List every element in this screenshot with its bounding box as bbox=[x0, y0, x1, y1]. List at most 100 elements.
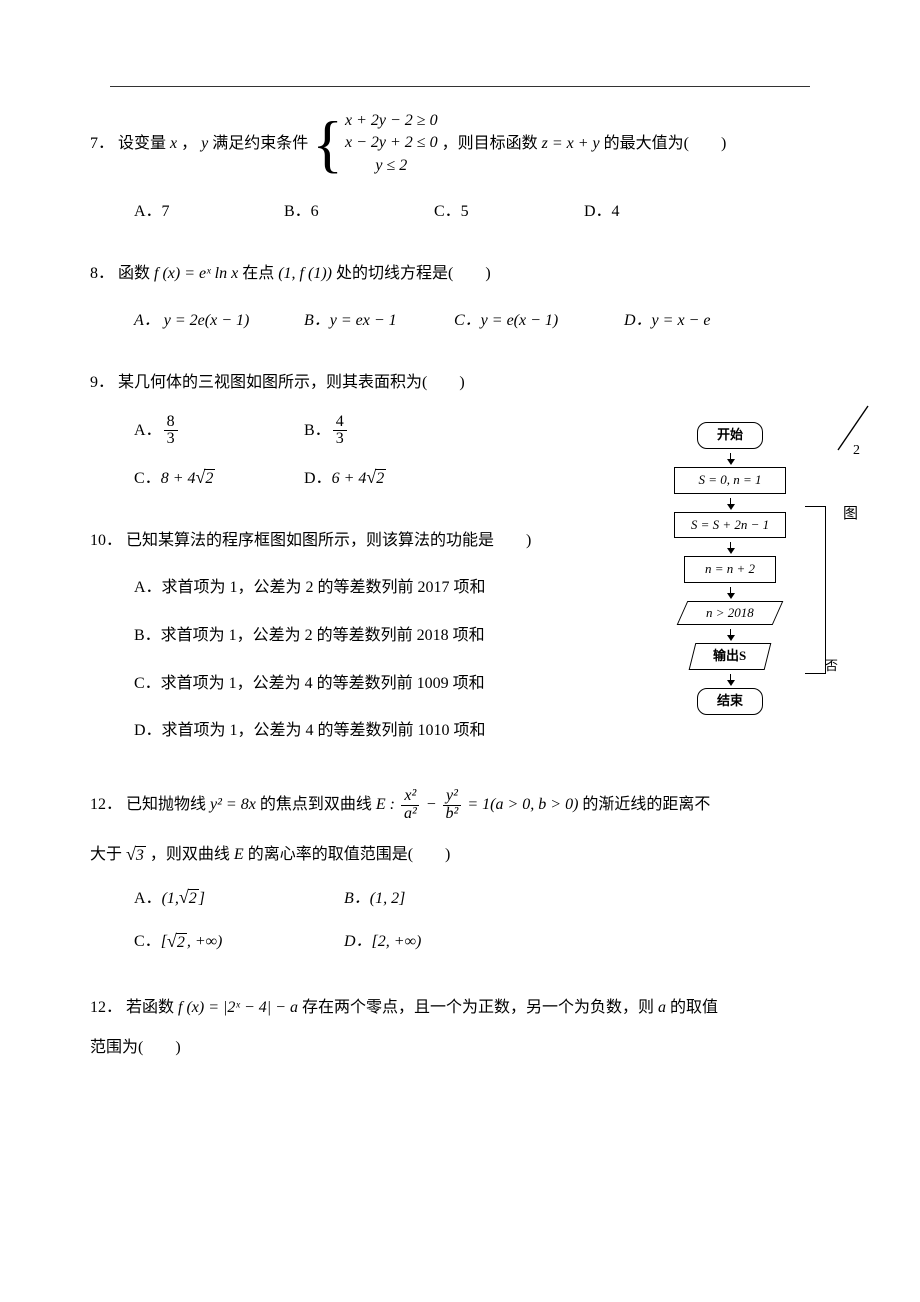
q7-text-post: ，则目标函数 bbox=[442, 131, 538, 157]
q7-sys-line3: y ≤ 2 bbox=[345, 155, 438, 177]
q9-a-num: 8 bbox=[164, 414, 178, 432]
q12-a: a bbox=[658, 995, 666, 1021]
q11-f2d: b² bbox=[443, 806, 462, 823]
q9-b-den: 3 bbox=[333, 431, 347, 448]
flow-arrow bbox=[730, 587, 731, 597]
flow-end: 结束 bbox=[697, 688, 763, 715]
q9-number: 9． bbox=[90, 370, 114, 396]
q8-text-pre: 函数 bbox=[118, 261, 150, 287]
q7-text-mid1: ， bbox=[181, 131, 197, 157]
q7-var-y: y bbox=[201, 131, 208, 157]
flowchart: 开始 S = 0, n = 1 S = S + 2n − 1 n = n + 2… bbox=[640, 416, 820, 721]
q11-f1d: a² bbox=[401, 806, 420, 823]
q12-number: 12． bbox=[90, 995, 122, 1021]
q11-a-pre: (1, bbox=[162, 886, 179, 912]
question-11: 12． 已知抛物线 y² = 8x 的焦点到双曲线 E : x²a² − y²b… bbox=[90, 788, 830, 955]
q7-opt-b: B．6 bbox=[284, 199, 434, 225]
q11-pre: 已知抛物线 bbox=[126, 792, 206, 818]
q9-text: 某几何体的三视图如图所示，则其表面积为( ) bbox=[118, 370, 465, 396]
flow-out-text: 输出S bbox=[713, 646, 746, 667]
q11-line2b: ，则双曲线 bbox=[150, 842, 230, 868]
question-7: 7． 设变量 x ， y 满足约束条件 { x + 2y − 2 ≥ 0 x −… bbox=[90, 110, 830, 225]
q8-number: 8． bbox=[90, 261, 114, 287]
q11-c-label: C． bbox=[134, 929, 161, 955]
q11-opt-b: B．(1, 2] bbox=[344, 886, 514, 912]
q11-eq: = 1(a > 0, b > 0) bbox=[467, 792, 578, 818]
q11-a-post: ] bbox=[199, 886, 205, 912]
q11-c-rad: 2 bbox=[176, 933, 187, 952]
q8-opt-c: C．y = e(x − 1) bbox=[454, 308, 624, 334]
q11-a-rad: 2 bbox=[188, 889, 199, 908]
q11-c-post: , +∞) bbox=[187, 929, 223, 955]
q9-opt-d: D． 6 + 4 √2 bbox=[304, 466, 474, 492]
q8-mid: 在点 bbox=[242, 261, 274, 287]
flow-cond-text: n > 2018 bbox=[706, 602, 754, 624]
q11-number: 12． bbox=[90, 792, 122, 818]
q11-a-label: A． bbox=[134, 886, 162, 912]
q12-tail1: 的取值 bbox=[670, 995, 718, 1021]
q7-opt-c: C．5 bbox=[434, 199, 584, 225]
q9-c-label: C． bbox=[134, 466, 161, 492]
q11-opt-a: A． (1, √2 ] bbox=[134, 886, 344, 912]
q7-text-mid2: 满足约束条件 bbox=[212, 131, 308, 157]
flow-arrow bbox=[730, 542, 731, 552]
q7-options: A．7 B．6 C．5 D．4 bbox=[134, 199, 830, 225]
aux-label-tu: 图 bbox=[843, 502, 858, 526]
q12-line2: 范围为( ) bbox=[90, 1035, 830, 1061]
q9-opt-c: C． 8 + 4 √2 bbox=[134, 466, 304, 492]
q7-text-pre: 设变量 bbox=[118, 131, 166, 157]
q8-tail: 处的切线方程是( ) bbox=[336, 261, 491, 287]
q11-line2a: 大于 bbox=[90, 842, 122, 868]
question-12: 12． 若函数 f (x) = |2ˣ − 4| − a 存在两个零点，且一个为… bbox=[90, 995, 830, 1060]
flow-arrow bbox=[730, 498, 731, 508]
q9-opt-b: B． 43 bbox=[304, 414, 474, 449]
q12-pre: 若函数 bbox=[126, 995, 174, 1021]
question-8: 8． 函数 f (x) = eˣ ln x 在点 (1, f (1)) 处的切线… bbox=[90, 261, 830, 334]
q12-mid: 存在两个零点，且一个为正数，另一个为负数，则 bbox=[302, 995, 654, 1021]
q9-d-pre: 6 + 4 bbox=[332, 466, 367, 492]
q11-E: E bbox=[234, 842, 244, 868]
q11-opt-c: C． [ √2 , +∞) bbox=[134, 929, 344, 955]
q11-line2-rad: 3 bbox=[135, 846, 146, 865]
flow-label-no: 否 bbox=[825, 656, 838, 677]
q7-sys-line1: x + 2y − 2 ≥ 0 bbox=[345, 110, 438, 132]
q11-mid1: 的焦点到双曲线 bbox=[260, 792, 372, 818]
q7-system: { x + 2y − 2 ≥ 0 x − 2y + 2 ≤ 0 y ≤ 2 bbox=[312, 110, 437, 177]
q9-b-label: B． bbox=[304, 418, 331, 444]
q11-opt-d: D．[2, +∞) bbox=[344, 929, 514, 955]
q8-opt-a: A． y = 2e(x − 1) bbox=[134, 308, 304, 334]
q9-c-pre: 8 + 4 bbox=[161, 466, 196, 492]
flow-arrow bbox=[730, 453, 731, 463]
q11-f2n: y² bbox=[443, 788, 461, 806]
q11-parabola: y² = 8x bbox=[210, 792, 256, 818]
q7-tail: 的最大值为( ) bbox=[604, 131, 727, 157]
q8-fx: f (x) = eˣ ln x bbox=[154, 261, 238, 287]
q7-var-x: x bbox=[170, 131, 177, 157]
flow-init: S = 0, n = 1 bbox=[674, 467, 786, 494]
q9-opt-a: A． 83 bbox=[134, 414, 304, 449]
aux-label-2: 2 bbox=[853, 440, 860, 462]
flow-update-s: S = S + 2n − 1 bbox=[674, 512, 786, 539]
q11-line2c: 的离心率的取值范围是( ) bbox=[248, 842, 451, 868]
flow-start: 开始 bbox=[697, 422, 763, 449]
flow-arrow bbox=[730, 629, 731, 639]
flow-update-n: n = n + 2 bbox=[684, 556, 776, 583]
q8-opt-b: B．y = ex − 1 bbox=[304, 308, 454, 334]
q9-c-rad: 2 bbox=[204, 469, 215, 488]
flow-arrow bbox=[730, 674, 731, 684]
q7-opt-d: D．4 bbox=[584, 199, 734, 225]
flow-output: 输出S bbox=[689, 643, 772, 670]
q10-text: 已知某算法的程序框图如图所示，则该算法的功能是 ) bbox=[126, 528, 531, 554]
q10-number: 10． bbox=[90, 528, 122, 554]
q9-b-num: 4 bbox=[333, 414, 347, 432]
q8-pt: (1, f (1)) bbox=[278, 261, 332, 287]
q9-a-den: 3 bbox=[164, 431, 178, 448]
q11-options: A． (1, √2 ] B．(1, 2] C． [ √2 , +∞) D．[2,… bbox=[134, 886, 830, 955]
q11-E-label: E : bbox=[376, 792, 395, 818]
flow-loop-line bbox=[805, 506, 826, 674]
q9-d-label: D． bbox=[304, 466, 332, 492]
q9-a-label: A． bbox=[134, 418, 162, 444]
flow-decision: n > 2018 bbox=[677, 601, 784, 625]
q7-opt-a: A．7 bbox=[134, 199, 284, 225]
q7-number: 7． bbox=[90, 131, 114, 157]
